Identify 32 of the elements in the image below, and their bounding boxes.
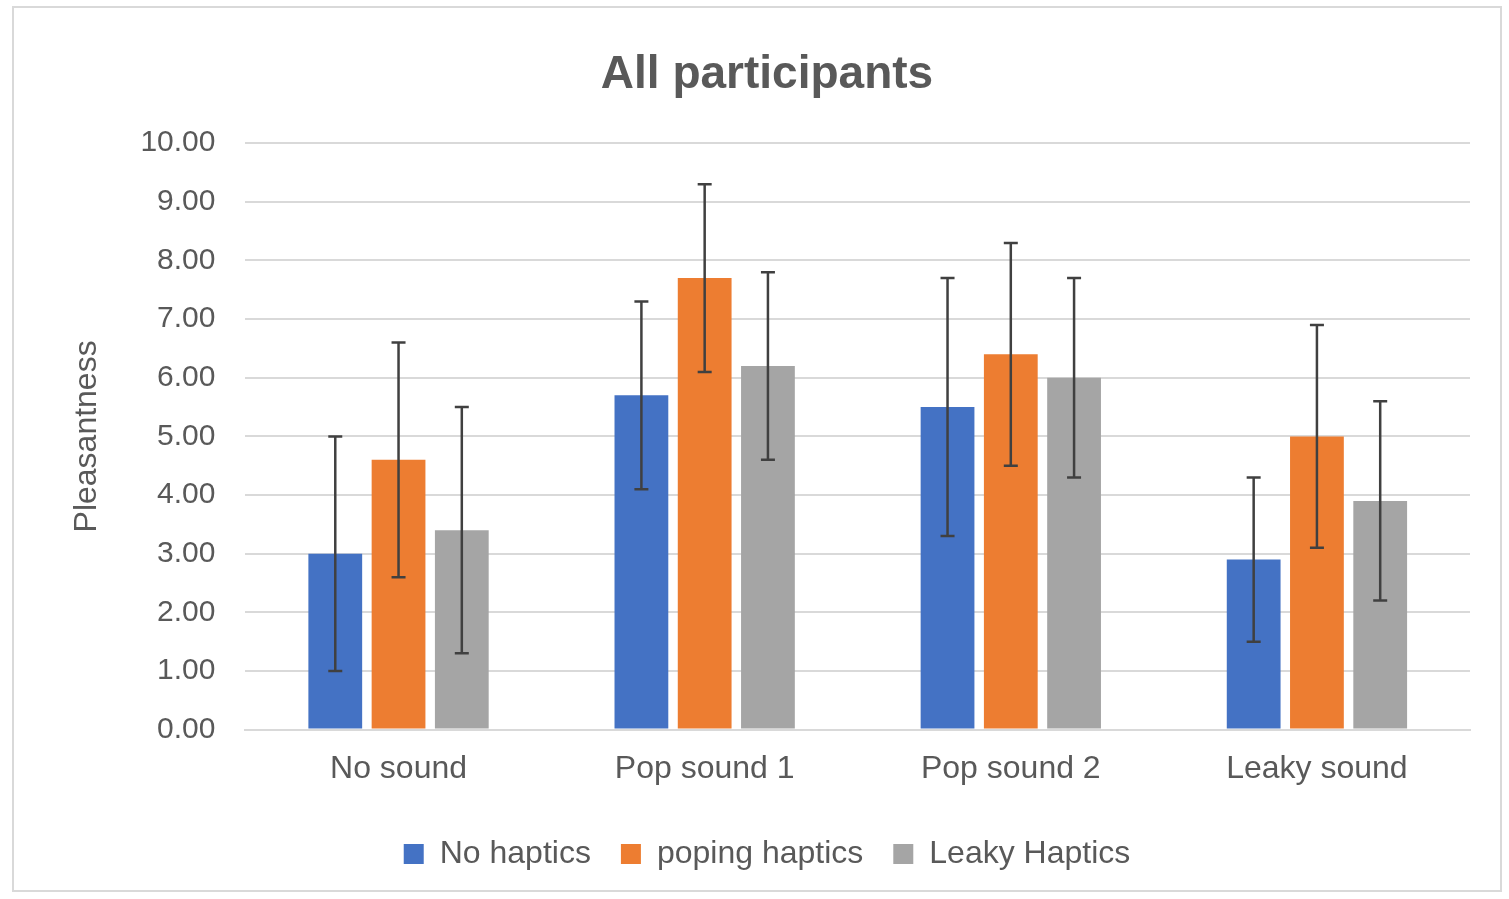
x-tick-label: Leaky sound (1226, 748, 1408, 785)
y-tick-label: 6.00 (157, 359, 216, 393)
legend-label: Leaky Haptics (929, 833, 1131, 870)
y-tick-label: 5.00 (157, 417, 216, 451)
bar (434, 530, 489, 729)
x-tick-label: No sound (330, 748, 468, 785)
y-tick-label: 2.00 (157, 593, 216, 627)
y-tick-label: 7.00 (157, 300, 216, 334)
bar (308, 553, 363, 729)
bar (741, 366, 795, 729)
y-axis-title: Pleasantness (67, 340, 104, 533)
y-tick-label: 4.00 (157, 476, 216, 510)
y-tick-label: 8.00 (157, 241, 216, 275)
y-tick-label: 0.00 (157, 710, 216, 744)
bar (614, 395, 669, 729)
y-tick-label: 1.00 (157, 652, 216, 686)
bar (983, 354, 1038, 729)
legend-label: poping haptics (656, 833, 864, 870)
y-tick-label: 10.00 (140, 124, 216, 158)
x-tick-label: Pop sound 1 (614, 748, 795, 785)
chart-title: All participants (600, 46, 934, 99)
bar (677, 278, 732, 729)
y-tick-label: 9.00 (157, 183, 216, 217)
bar (1226, 559, 1281, 729)
legend-label: No haptics (439, 833, 591, 870)
bar (371, 459, 426, 729)
bar (920, 407, 975, 729)
y-tick-label: 3.00 (157, 534, 216, 568)
x-tick-label: Pop sound 2 (920, 748, 1101, 785)
bar (1353, 500, 1408, 729)
bar (1047, 377, 1101, 729)
bar (1290, 436, 1344, 729)
